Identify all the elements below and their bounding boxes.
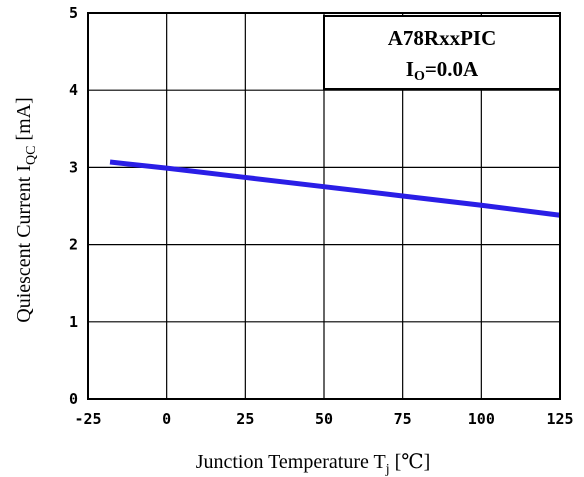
x-axis-title-main: Junction Temperature T bbox=[196, 451, 386, 473]
x-tick-label: 75 bbox=[394, 410, 412, 428]
x-axis-title-unit: [℃] bbox=[390, 451, 431, 473]
series-line bbox=[109, 159, 561, 218]
plot-frame bbox=[87, 12, 561, 400]
x-tick-label: 50 bbox=[315, 410, 333, 428]
x-tick-label: 25 bbox=[236, 410, 254, 428]
y-axis-title-sub: QC bbox=[24, 146, 39, 165]
legend-title: A78RxxPIC bbox=[388, 26, 497, 50]
y-axis-title-unit: [mA] bbox=[13, 97, 35, 145]
y-axis-title-main: Quiescent Current I bbox=[13, 165, 35, 323]
y-axis-title: Quiescent Current IQC [mA] bbox=[13, 97, 39, 323]
y-tick-label: 1 bbox=[69, 313, 78, 331]
legend-condition-sub: O bbox=[414, 69, 425, 84]
legend: A78RxxPIC IO=0.0A bbox=[323, 15, 561, 90]
x-tick-label: 125 bbox=[546, 410, 573, 428]
x-axis-title: Junction Temperature Tj [℃] bbox=[196, 451, 431, 477]
y-tick-label: 3 bbox=[69, 158, 78, 176]
x-tick-label: 100 bbox=[468, 410, 495, 428]
x-tick-labels: -25 0 25 50 75 100 125 bbox=[74, 410, 573, 428]
x-axis-title-sub: j bbox=[385, 462, 390, 477]
y-tick-label: 5 bbox=[69, 4, 78, 22]
y-tick-labels: 0 1 2 3 4 5 bbox=[69, 4, 78, 408]
legend-condition-value: =0.0A bbox=[425, 57, 479, 81]
x-tick-label: -25 bbox=[74, 410, 101, 428]
legend-condition-symbol: I bbox=[406, 57, 414, 81]
legend-condition: IO=0.0A bbox=[406, 57, 479, 84]
y-tick-label: 2 bbox=[69, 236, 78, 254]
x-tick-label: 0 bbox=[162, 410, 171, 428]
y-tick-label: 4 bbox=[69, 81, 78, 99]
y-tick-label: 0 bbox=[69, 390, 78, 408]
legend-box bbox=[323, 15, 561, 90]
series-layer bbox=[109, 159, 561, 218]
